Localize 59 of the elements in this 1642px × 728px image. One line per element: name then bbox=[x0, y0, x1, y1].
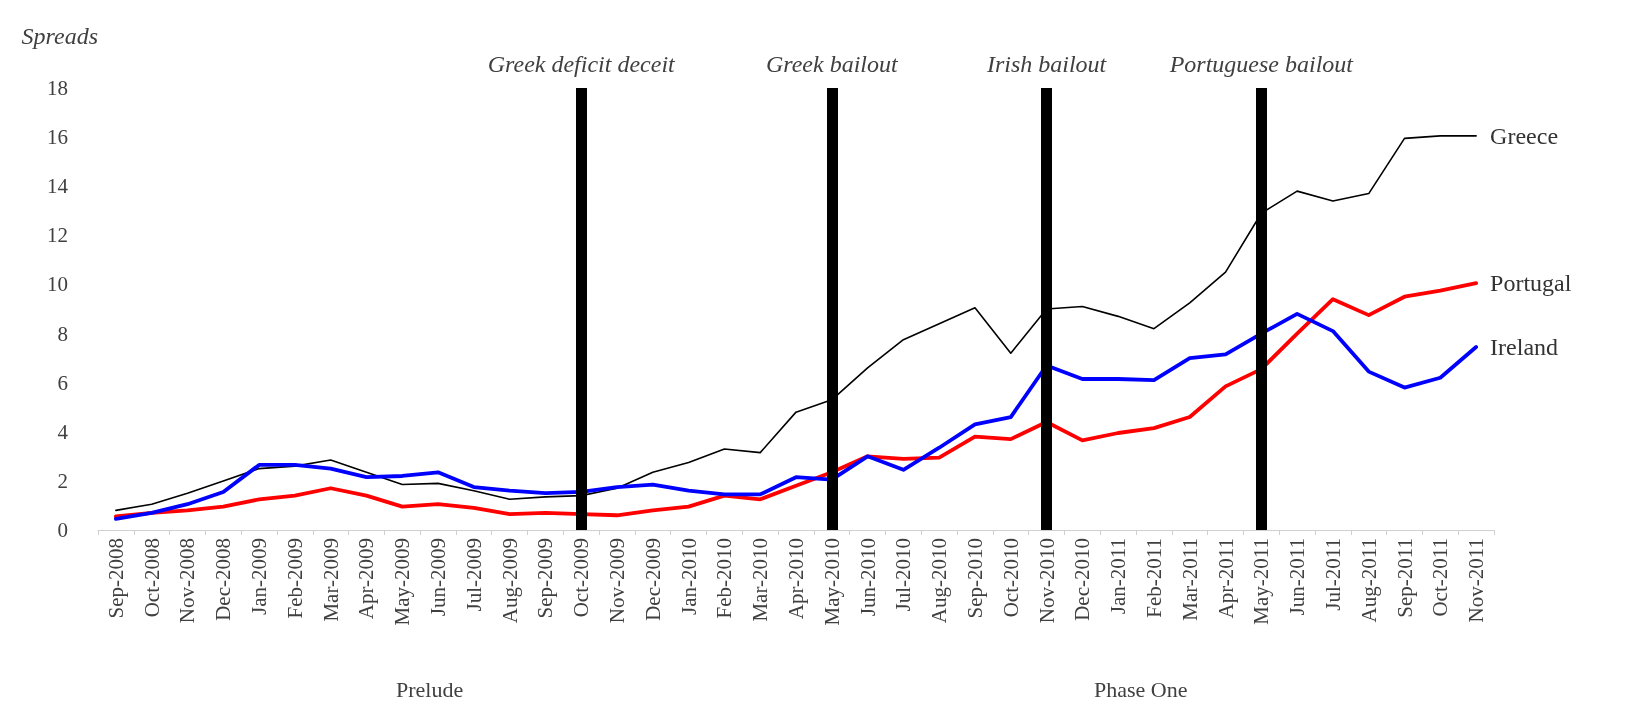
x-tick-label: Dec-2008 bbox=[211, 538, 236, 621]
x-tick-label: Jul-2011 bbox=[1320, 538, 1345, 611]
x-tick-label: Jun-2009 bbox=[426, 538, 451, 617]
y-tick-label: 18 bbox=[47, 76, 68, 100]
x-tick-label: Jan-2009 bbox=[247, 538, 272, 615]
x-tick-label: Sep-2010 bbox=[962, 538, 987, 619]
ref-line-label: Irish bailout bbox=[985, 51, 1108, 77]
x-tick-label: Nov-2008 bbox=[175, 538, 200, 624]
x-tick-label: Feb-2010 bbox=[712, 538, 737, 619]
x-tick-label: Sep-2009 bbox=[533, 538, 558, 619]
x-tick-label: Apr-2011 bbox=[1213, 538, 1238, 619]
y-axis-title: Spreads bbox=[21, 23, 98, 49]
x-tick-label: Jan-2010 bbox=[676, 538, 701, 615]
x-tick-label: Nov-2011 bbox=[1464, 538, 1489, 623]
x-tick-label: Oct-2010 bbox=[998, 538, 1023, 618]
x-tick-label: Aug-2010 bbox=[927, 538, 952, 624]
x-tick-label: Sep-2008 bbox=[103, 538, 128, 619]
y-tick-label: 14 bbox=[47, 174, 69, 199]
x-tick-label: Aug-2011 bbox=[1356, 538, 1381, 623]
x-tick-label: May-2009 bbox=[390, 538, 415, 626]
x-tick-label: Feb-2009 bbox=[282, 538, 307, 619]
x-tick-label: Dec-2009 bbox=[640, 538, 665, 621]
y-tick-label: 4 bbox=[57, 419, 69, 444]
series-label: Ireland bbox=[1490, 334, 1559, 361]
x-tick-label: Jun-2011 bbox=[1285, 538, 1310, 616]
x-tick-label: Apr-2009 bbox=[354, 538, 379, 620]
x-tick-label: Aug-2009 bbox=[497, 538, 522, 624]
ref-line-label: Greek bailout bbox=[765, 51, 899, 77]
x-tick-label: Mar-2010 bbox=[748, 538, 773, 622]
ref-line-label: Portuguese bailout bbox=[1168, 51, 1355, 77]
text: Prelude bbox=[395, 676, 464, 702]
y-tick-label: 2 bbox=[57, 468, 68, 493]
x-tick-label: Dec-2010 bbox=[1070, 538, 1095, 621]
x-tick-label: Jan-2011 bbox=[1106, 538, 1131, 615]
y-tick-label: 10 bbox=[47, 272, 68, 297]
y-tick-label: 16 bbox=[47, 125, 68, 150]
x-tick-label: Oct-2011 bbox=[1428, 538, 1453, 617]
x-tick-label: Mar-2011 bbox=[1177, 538, 1202, 621]
x-tick-label: Feb-2011 bbox=[1141, 538, 1166, 618]
x-tick-label: Nov-2010 bbox=[1034, 538, 1059, 624]
series-label: Greece bbox=[1490, 122, 1559, 149]
x-tick-label: May-2011 bbox=[1249, 538, 1274, 625]
x-tick-label: May-2010 bbox=[819, 538, 844, 626]
y-tick-label: 12 bbox=[47, 223, 68, 248]
x-tick-label: Nov-2009 bbox=[605, 538, 630, 624]
ref-line-label: Greek deficit deceit bbox=[487, 51, 677, 77]
x-tick-label: Sep-2011 bbox=[1392, 538, 1417, 618]
x-tick-label: Jul-2009 bbox=[461, 538, 486, 612]
series-label: Portugal bbox=[1490, 270, 1572, 297]
x-tick-label: Oct-2009 bbox=[569, 538, 594, 618]
x-tick-label: Apr-2010 bbox=[784, 538, 808, 620]
y-tick-label: 8 bbox=[57, 321, 68, 346]
x-tick-label: Jun-2010 bbox=[855, 538, 880, 617]
x-tick-label: Jul-2010 bbox=[891, 538, 916, 612]
y-tick-label: 0 bbox=[57, 518, 68, 542]
x-tick-label: Mar-2009 bbox=[318, 538, 343, 622]
x-tick-label: Oct-2008 bbox=[139, 538, 164, 618]
text: Phase One bbox=[1093, 676, 1188, 702]
y-tick-label: 6 bbox=[57, 370, 68, 395]
